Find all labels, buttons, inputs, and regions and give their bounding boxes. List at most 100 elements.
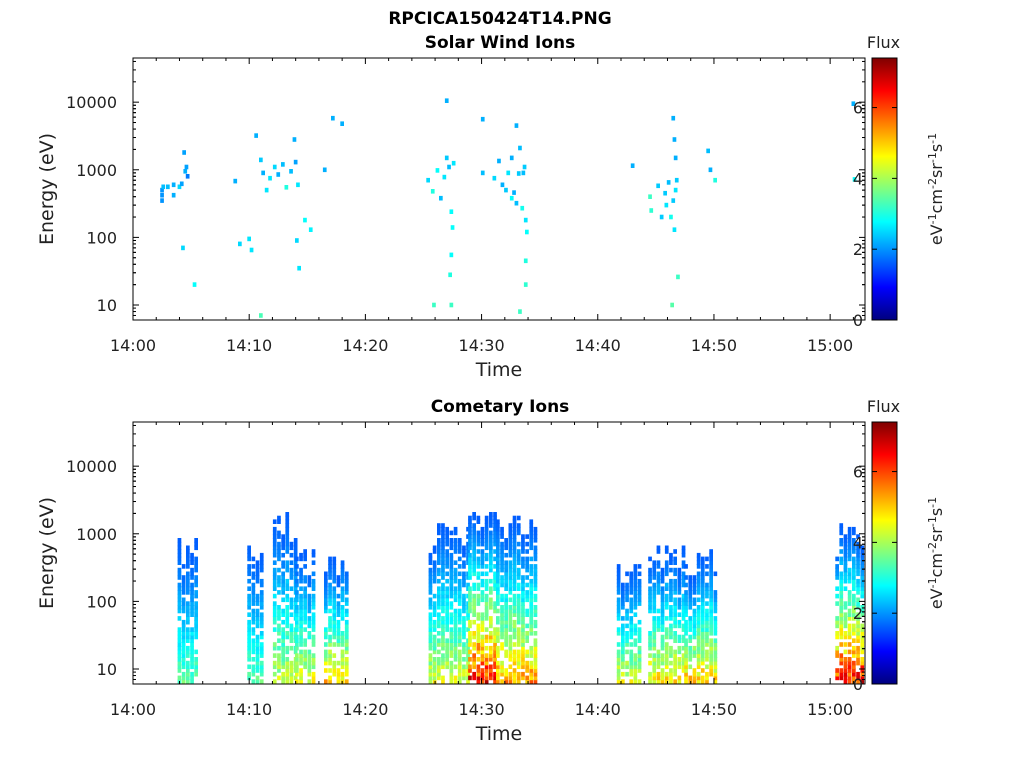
data-cell xyxy=(462,619,466,625)
data-cell xyxy=(673,601,677,606)
data-cell xyxy=(621,627,625,632)
data-cell xyxy=(508,530,513,536)
data-cell xyxy=(713,593,718,599)
data-cell xyxy=(328,653,332,658)
data-cell xyxy=(194,538,198,543)
data-cell xyxy=(277,552,281,558)
data-cell xyxy=(324,657,328,662)
data-cell xyxy=(289,612,294,617)
data-cell xyxy=(629,575,634,580)
data-cell xyxy=(432,634,437,640)
data-cell xyxy=(705,616,709,621)
data-cell xyxy=(688,634,693,640)
data-cell xyxy=(671,198,676,203)
data-cell xyxy=(688,582,693,588)
data-cell xyxy=(441,564,445,569)
data-cell xyxy=(688,616,693,621)
data-cell xyxy=(453,664,458,670)
data-cell xyxy=(621,597,625,603)
data-cell xyxy=(254,133,258,138)
data-cell xyxy=(713,601,718,606)
data-cell xyxy=(185,174,190,179)
data-cell xyxy=(500,530,504,536)
data-cell xyxy=(441,608,445,614)
data-cell xyxy=(616,564,621,569)
data-cell xyxy=(194,664,198,670)
data-cell xyxy=(480,560,485,565)
data-cell xyxy=(281,608,285,614)
data-cell xyxy=(696,664,701,670)
data-cell xyxy=(516,586,521,591)
data-cell xyxy=(484,593,489,599)
data-cell xyxy=(445,612,449,617)
data-cell xyxy=(328,608,332,614)
data-cell xyxy=(652,582,657,588)
data-cell xyxy=(512,582,517,588)
data-cell xyxy=(444,98,449,103)
data-cell xyxy=(660,616,665,621)
data-cell xyxy=(705,657,709,662)
data-cell xyxy=(489,552,493,558)
data-cell xyxy=(186,627,190,632)
data-cell xyxy=(504,634,508,640)
data-cell xyxy=(529,567,534,573)
data-cell xyxy=(484,519,489,524)
data-cell xyxy=(648,638,652,643)
data-cell xyxy=(500,545,504,551)
data-cell xyxy=(437,593,441,599)
data-cell xyxy=(340,675,345,681)
unit-exponent: -2 xyxy=(926,178,939,189)
data-cell xyxy=(453,608,458,614)
data-cell xyxy=(181,605,186,610)
data-cell xyxy=(328,668,332,673)
data-cell xyxy=(251,571,256,577)
data-cell xyxy=(496,519,500,524)
data-cell xyxy=(449,619,454,625)
data-cell xyxy=(525,229,529,235)
data-cell xyxy=(629,668,634,673)
data-cell xyxy=(860,564,865,569)
data-cell xyxy=(445,590,449,595)
data-cell xyxy=(637,619,642,625)
data-cell xyxy=(633,593,638,599)
data-cell xyxy=(328,586,332,591)
data-cell xyxy=(247,619,251,625)
data-cell xyxy=(190,642,194,647)
data-cell xyxy=(656,571,661,577)
data-cell xyxy=(324,631,328,636)
data-cell xyxy=(476,515,481,521)
data-cell xyxy=(285,512,290,517)
data-cell xyxy=(281,564,285,569)
data-cell xyxy=(466,556,470,562)
data-cell xyxy=(489,586,493,591)
data-cell xyxy=(673,571,677,577)
data-cell xyxy=(489,623,493,629)
data-cell xyxy=(673,578,677,584)
data-cell xyxy=(500,541,504,547)
data-cell xyxy=(629,616,634,621)
data-cell xyxy=(533,660,538,666)
data-cell xyxy=(496,675,500,681)
data-cell xyxy=(344,679,349,684)
data-cell xyxy=(839,660,844,666)
data-cell xyxy=(660,597,665,603)
data-cell xyxy=(336,593,341,599)
data-cell xyxy=(344,668,349,673)
data-cell xyxy=(328,590,332,595)
data-cell xyxy=(529,664,534,670)
data-cell xyxy=(521,675,525,681)
data-cell xyxy=(529,564,534,569)
data-cell xyxy=(324,593,328,599)
data-cell xyxy=(508,675,513,681)
data-cell xyxy=(468,638,472,643)
data-cell xyxy=(293,545,298,551)
data-cell xyxy=(476,638,481,643)
data-cell xyxy=(516,653,521,658)
data-cell xyxy=(480,556,485,562)
data-cell xyxy=(621,645,625,651)
data-cell xyxy=(428,631,433,636)
data-cell xyxy=(681,608,686,614)
data-cell xyxy=(529,649,534,655)
data-cell xyxy=(633,631,638,636)
data-cell xyxy=(621,631,625,636)
